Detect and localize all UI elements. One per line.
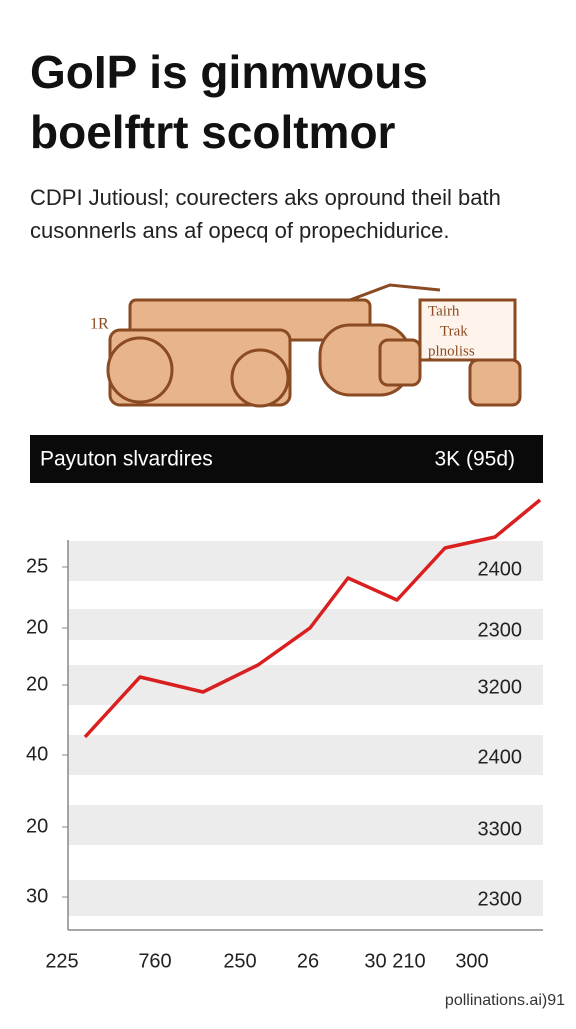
- left-label: 20: [26, 815, 48, 837]
- trend-line: [83, 498, 542, 739]
- title: GoIP is ginmwous: [30, 46, 428, 98]
- chart-band: [68, 541, 543, 581]
- banner: [30, 435, 543, 483]
- bottom-label: 225: [45, 950, 78, 972]
- subtitle: CDPI Jutiousl; courecters aks opround th…: [30, 185, 501, 210]
- chart-band: [68, 665, 543, 705]
- bottom-label: 300: [455, 950, 488, 972]
- right-label: 2400: [478, 746, 523, 768]
- bottom-label: 30 210: [364, 950, 425, 972]
- bottom-label: 250: [223, 950, 256, 972]
- chart-band: [68, 880, 543, 916]
- left-label: 20: [26, 673, 48, 695]
- right-label: 2300: [478, 888, 523, 910]
- left-label: 40: [26, 743, 48, 765]
- right-label: 3300: [478, 818, 523, 840]
- illustration: [106, 283, 522, 408]
- illustration-label: Trak: [440, 323, 468, 339]
- chart-bands: [68, 541, 543, 916]
- left-label: 20: [26, 616, 48, 638]
- illustration-label: 1R: [90, 316, 109, 333]
- left-label: 25: [26, 555, 48, 577]
- left-label: 30: [26, 885, 48, 907]
- subtitle: cusonnerls ans af opecq of propechiduric…: [30, 218, 449, 243]
- chart-band: [68, 609, 543, 640]
- right-label: 2300: [478, 619, 523, 641]
- banner-left: Payuton slvardires: [40, 448, 213, 471]
- right-label: 2400: [478, 558, 523, 580]
- bottom-label: 26: [297, 950, 319, 972]
- chart-band: [68, 735, 543, 775]
- bottom-label: 760: [138, 950, 171, 972]
- watermark: pollinations.ai)91: [445, 992, 565, 1009]
- illustration-label: plnoliss: [428, 343, 475, 359]
- illustration-label: Tairh: [428, 303, 460, 319]
- chart-band: [68, 805, 543, 845]
- banner-right: 3K (95d): [434, 448, 515, 471]
- title: boelftrt scoltmor: [30, 106, 396, 158]
- right-label: 3200: [478, 676, 523, 698]
